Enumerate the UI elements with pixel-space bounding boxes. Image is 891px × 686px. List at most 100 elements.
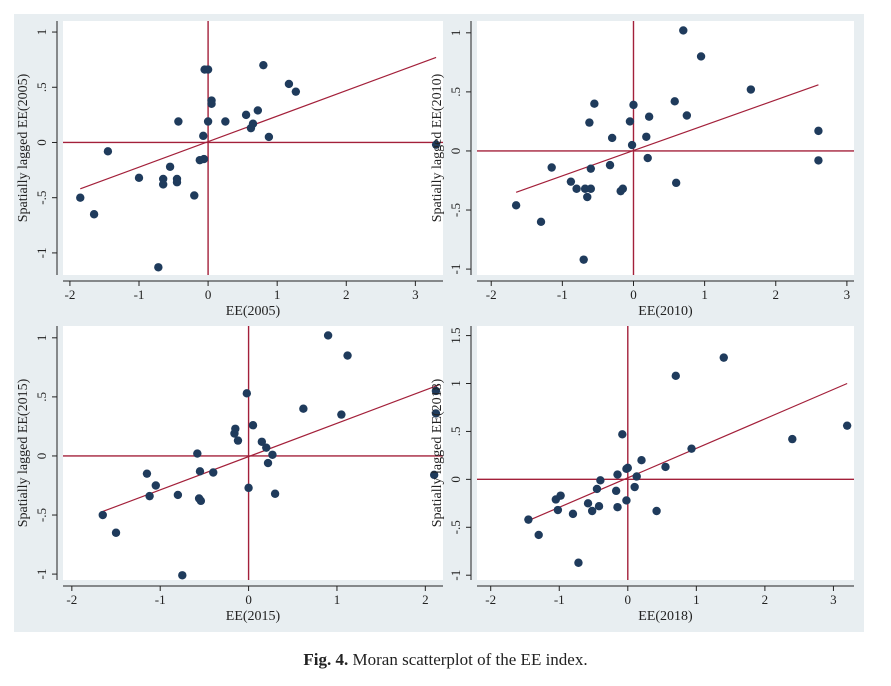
data-point-2-13 [605,160,615,170]
data-point-2-17 [625,117,635,126]
data-point-2-18 [627,140,637,150]
data-point-1-29 [291,87,301,96]
data-point-4-1 [524,515,533,524]
x-tick-label-2-2: -1 [557,287,568,302]
figure-caption: Fig. 4. Moran scatterplot of the EE inde… [0,650,891,670]
data-point-2-6 [579,255,588,264]
x-tick-label-1-1: -2 [64,287,75,302]
y-axis-title-3: Spatially lagged EE(2015) [16,378,31,527]
data-point-1-28 [284,79,294,89]
data-point-3-3 [142,469,152,478]
y-axis-title-2: Spatially lagged EE(2010) [430,73,445,222]
data-point-1-5 [154,263,163,272]
data-point-3-29 [431,409,441,418]
data-point-4-22 [637,455,646,465]
data-point-3-15 [233,436,243,445]
data-point-4-11 [594,501,604,511]
data-point-2-8 [583,192,592,202]
data-point-4-9 [587,506,597,516]
data-point-2-1 [511,201,521,210]
data-point-1-12 [190,191,199,200]
x-tick-label-1-3: 0 [205,287,212,302]
y-tick-label-2-3: 0 [448,148,463,155]
data-point-3-16 [242,389,252,398]
x-tick-label-3-4: 1 [334,592,341,607]
x-tick-label-4-3: 0 [625,592,632,607]
x-tick-label-4-1: -2 [485,592,496,607]
data-point-1-4 [134,173,144,183]
x-tick-label-4-6: 3 [830,592,837,607]
data-point-3-5 [151,481,160,490]
y-tick-label-2-4: .5 [448,87,463,97]
data-point-2-27 [696,52,706,61]
data-point-2-19 [629,100,638,110]
data-point-4-21 [632,472,641,481]
data-point-4-14 [613,470,622,479]
data-point-1-30 [431,140,441,149]
data-point-3-20 [262,443,271,452]
x-tick-label-2-6: 3 [844,287,851,302]
data-point-4-4 [553,505,563,515]
x-axis-title-1: EE(2005) [226,304,281,319]
x-tick-label-3-3: 0 [245,592,252,607]
data-point-3-1 [98,510,107,520]
data-point-1-1 [76,193,85,202]
y-tick-label-4-2: -.5 [448,520,463,534]
data-point-4-20 [630,482,639,492]
x-tick-label-3-1: -2 [66,592,77,607]
data-point-4-23 [652,506,661,516]
x-tick-label-4-2: -1 [554,592,565,607]
data-point-4-29 [842,421,852,430]
data-point-3-18 [248,421,258,430]
y-tick-label-4-1: -1 [448,570,463,581]
data-point-3-7 [178,571,187,580]
data-point-2-21 [643,153,652,163]
y-tick-label-1-4: .5 [34,82,49,92]
data-point-2-25 [679,26,688,35]
x-tick-label-1-4: 1 [274,287,281,302]
data-point-3-22 [268,450,277,459]
data-point-1-24 [248,119,258,128]
data-point-3-6 [173,490,183,500]
data-point-2-5 [572,184,581,193]
data-point-3-26 [337,410,346,419]
data-point-1-26 [259,60,268,70]
y-tick-label-1-1: -1 [34,247,49,258]
data-point-3-25 [323,331,333,340]
figure-caption-text: Moran scatterplot of the EE index. [352,650,588,669]
data-point-4-24 [661,462,670,472]
data-point-2-30 [814,156,823,165]
data-point-4-12 [596,476,605,485]
data-point-4-19 [623,463,632,473]
data-point-2-16 [618,184,628,193]
y-tick-label-4-3: 0 [448,476,463,483]
x-axis-title-2: EE(2010) [638,304,693,319]
plot-area-3 [63,326,443,580]
data-point-4-28 [788,434,797,444]
data-point-3-28 [431,386,441,396]
x-tick-label-3-5: 2 [422,592,429,607]
data-point-2-20 [642,132,651,141]
data-point-3-30 [429,470,439,480]
y-tick-label-3-4: .5 [34,392,49,402]
data-point-4-5 [556,491,565,500]
data-point-1-11 [174,117,183,126]
data-point-4-16 [618,430,627,439]
data-point-1-8 [165,162,175,171]
data-point-3-14 [231,424,240,433]
data-point-3-8 [193,449,202,458]
y-tick-label-3-5: 1 [34,335,49,342]
y-tick-label-4-4: .5 [448,427,463,437]
y-tick-label-3-1: -1 [34,569,49,580]
plot-area-1 [63,21,443,275]
data-point-3-17 [244,483,253,493]
data-point-1-10 [172,178,182,187]
y-tick-label-2-1: -1 [448,264,463,275]
moran-scatterplot-grid: -2 -1 0 1 2 3 -1 -.5 0 .5 1 EE(2005) Spatially lagge… [16,21,854,624]
x-axis-title-3: EE(2015) [226,609,281,624]
data-point-4-15 [613,502,622,512]
y-tick-label-1-5: 1 [34,29,49,36]
x-tick-label-4-4: 1 [693,592,700,607]
x-tick-label-2-3: 0 [630,287,637,302]
plot-area-4 [477,326,854,580]
